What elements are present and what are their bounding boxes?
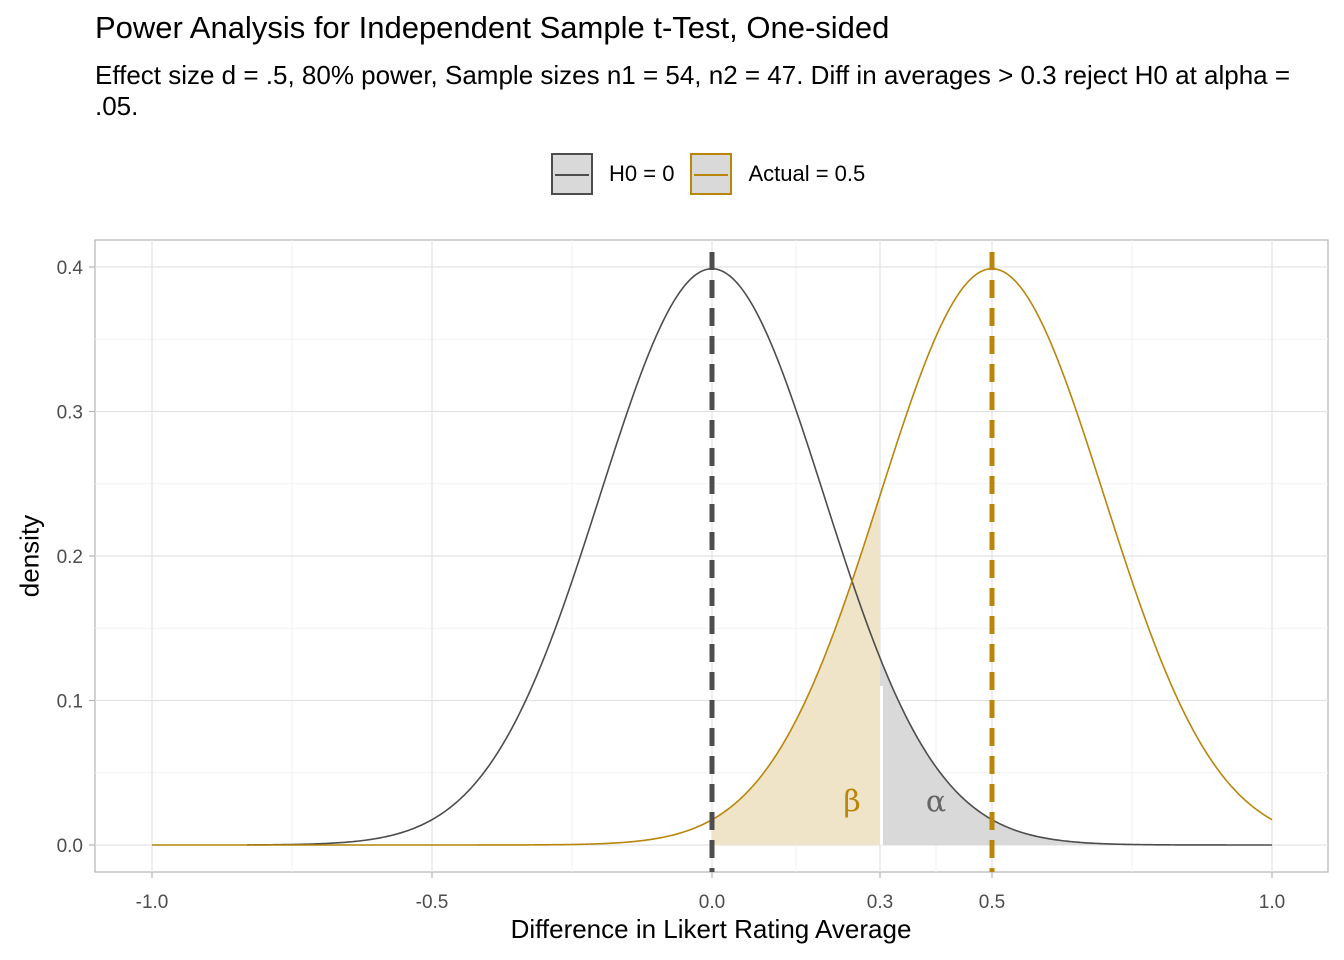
- legend-item-actual: Actual = 0.5: [690, 153, 881, 195]
- x-axis-label: Difference in Likert Rating Average: [510, 914, 912, 944]
- x-tick-label: -0.5: [416, 892, 449, 913]
- x-tick-label: 0.3: [867, 892, 893, 913]
- y-axis-label: density: [14, 514, 45, 598]
- legend-key-actual: [690, 153, 733, 195]
- y-tick-label: 0.0: [57, 836, 83, 857]
- beta-region: [712, 495, 880, 845]
- legend-key-h0: [551, 153, 593, 195]
- x-tick-label: 0.5: [979, 892, 1005, 913]
- legend: H0 = 0 Actual = 0.5: [551, 152, 881, 196]
- legend-label-actual: Actual = 0.5: [748, 161, 866, 186]
- x-tick-label: 0.0: [699, 892, 725, 913]
- chart-title: Power Analysis for Independent Sample t-…: [95, 10, 890, 45]
- y-tick-label: 0.3: [57, 403, 83, 424]
- legend-item-h0: H0 = 0: [551, 153, 690, 195]
- y-tick-label: 0.2: [57, 547, 83, 568]
- legend-label-h0: H0 = 0: [609, 161, 675, 186]
- alpha-region: [880, 657, 1272, 845]
- h0-density-line: [247, 267, 1272, 846]
- y-tick-label: 0.4: [57, 258, 84, 279]
- beta-label: β: [843, 785, 860, 820]
- x-tick-label: 1.0: [1259, 892, 1285, 913]
- chart-subtitle: Effect size d = .5, 80% power, Sample si…: [95, 60, 1291, 121]
- x-tick-label: -1.0: [136, 892, 169, 913]
- alpha-label: α: [926, 785, 946, 820]
- y-tick-label: 0.1: [57, 692, 83, 713]
